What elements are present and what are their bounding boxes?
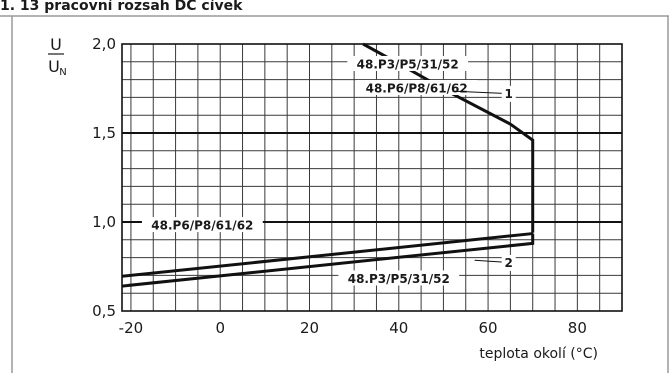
y-tick-label: 1,5 bbox=[92, 124, 116, 142]
x-tick-label: 0 bbox=[215, 319, 225, 337]
series-line-lower_P3 bbox=[121, 233, 535, 288]
x-tick-labels: -20 0 20 40 60 80 bbox=[119, 319, 587, 337]
y-axis-label: U U N bbox=[48, 35, 67, 78]
plot-area bbox=[121, 43, 623, 312]
y-label-numerator: U bbox=[50, 35, 62, 54]
y-label-denominator-subscript: N bbox=[59, 67, 66, 78]
annotation-label: 48.P6/P8/61/62 bbox=[151, 219, 253, 233]
curve-number-label: 1 bbox=[505, 87, 513, 101]
x-tick-label: 80 bbox=[568, 319, 587, 337]
plot-border bbox=[121, 43, 623, 312]
curve-number-label: 2 bbox=[505, 256, 513, 270]
x-tick-label: 60 bbox=[479, 319, 498, 337]
y-tick-labels: 0,5 1,0 1,5 2,0 bbox=[92, 35, 116, 320]
annotations-group: 48.P3/P5/31/52 48.P6/P8/61/62 48.P6/P8/61/… bbox=[141, 55, 516, 286]
curve-number-bg bbox=[501, 85, 516, 102]
x-tick-label: -20 bbox=[119, 319, 144, 337]
annotation-label: 48.P6/P8/61/62 bbox=[366, 82, 468, 96]
y-tick-label: 0,5 bbox=[92, 302, 116, 320]
annotation-bg bbox=[356, 80, 478, 95]
series-line-lower_P6 bbox=[121, 232, 533, 278]
x-axis-title: teplota okolí (°C) bbox=[479, 346, 598, 362]
y-label-denominator: U bbox=[48, 57, 60, 76]
grid bbox=[122, 44, 622, 311]
y-tick-label: 2,0 bbox=[92, 35, 116, 53]
y-tick-label: 1,0 bbox=[92, 213, 116, 231]
x-tick-label: 20 bbox=[300, 319, 319, 337]
curve-number-bg bbox=[501, 254, 516, 271]
chart-header: 1. 13 pracovní rozsah DC cívek bbox=[0, 0, 243, 14]
annotation-label: 48.P3/P5/31/52 bbox=[357, 57, 459, 71]
annotation-bg bbox=[347, 55, 469, 71]
annotation-label: 48.P3/P5/31/52 bbox=[348, 272, 450, 286]
x-tick-label: 40 bbox=[389, 319, 408, 337]
annotation-bg bbox=[338, 270, 460, 286]
annotation-bg bbox=[141, 217, 263, 233]
